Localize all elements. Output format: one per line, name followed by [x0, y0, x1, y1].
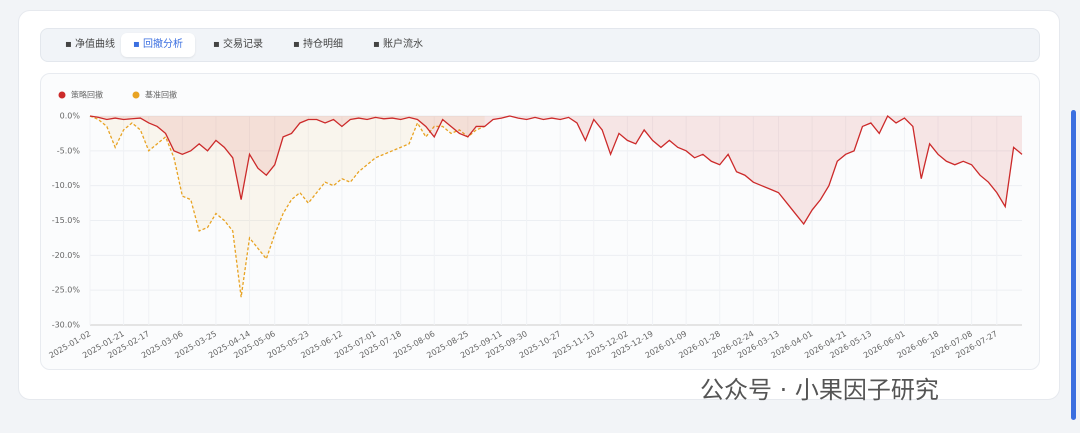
y-tick-label: -20.0%	[52, 251, 81, 260]
y-tick-label: -10.0%	[52, 181, 81, 190]
line	[89, 115, 485, 298]
tab[interactable]: ▪ 交易记录	[213, 39, 263, 50]
tab[interactable]: ▪ 账户流水	[373, 39, 423, 50]
y-tick-label: -25.0%	[52, 286, 81, 295]
legend-swatch	[58, 91, 66, 99]
y-tick-label: -15.0%	[52, 216, 81, 225]
line	[89, 114, 1023, 226]
tab-bar: ▪ 净值曲线 ▪ 回撤分析 ▪ 交易记录 ▪ 持仓明细 ▪ 账户流水	[40, 28, 1040, 62]
watermark: 公众号 · 小果因子研究	[700, 376, 939, 404]
legend-swatch	[132, 91, 140, 99]
tab[interactable]: ▪ 持仓明细	[293, 39, 343, 50]
chart-panel	[40, 73, 1040, 370]
y-tick-label: -30.0%	[52, 321, 81, 330]
legend-label: 基准回撤	[145, 90, 177, 100]
area	[90, 116, 1022, 224]
tab[interactable]: ▪ 净值曲线	[65, 39, 115, 50]
scrollbar[interactable]	[1071, 110, 1076, 420]
y-tick-label: 0.0%	[60, 112, 81, 121]
tab[interactable]: ▪ 回撤分析	[121, 33, 195, 57]
legend-label: 策略回撤	[71, 90, 103, 100]
y-tick-label: -5.0%	[57, 146, 81, 155]
